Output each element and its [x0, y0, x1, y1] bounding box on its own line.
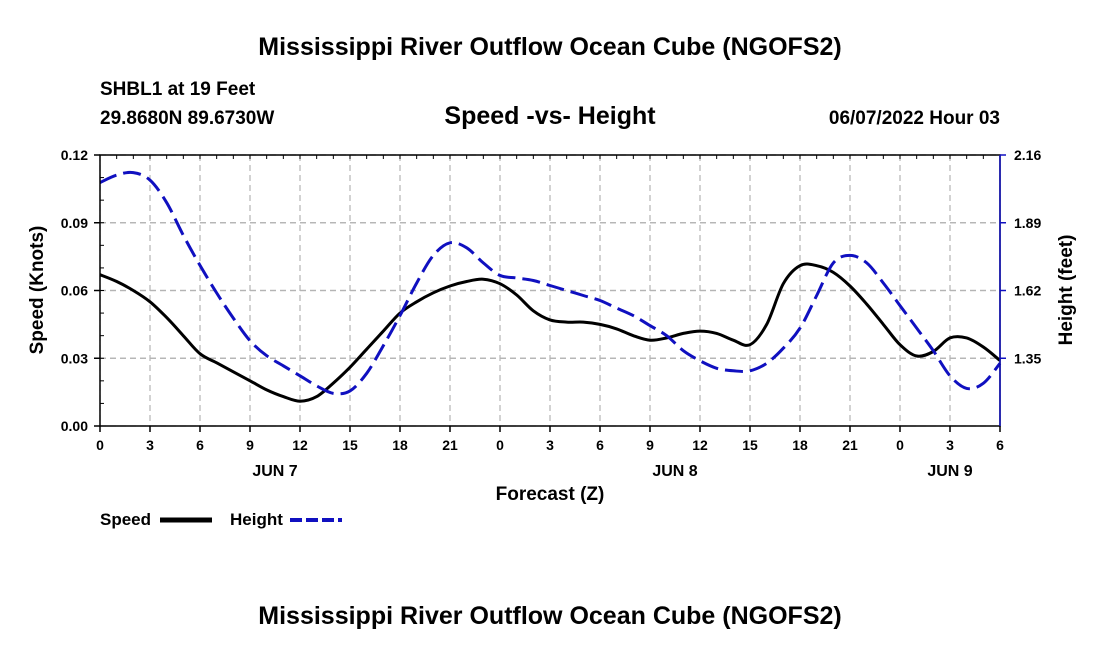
right-tick-label: 2.16 [1014, 147, 1041, 163]
left-tick-label: 0.00 [61, 418, 88, 434]
x-tick-label: 3 [546, 437, 554, 453]
right-axis: 1.35 1.62 1.89 2.16 [999, 147, 1041, 426]
x-tick-label: 21 [442, 437, 458, 453]
x-axis-label: Forecast (Z) [496, 484, 605, 505]
grid [99, 154, 1001, 427]
day-label: JUN 7 [252, 463, 297, 480]
series-height-line [99, 170, 1002, 396]
location-label: 29.8680N 89.6730W [100, 108, 274, 129]
right-tick-label: 1.89 [1014, 215, 1041, 231]
left-axis: 0.00 0.03 0.06 0.09 0.12 [61, 147, 100, 434]
legend-height-label: Height [230, 510, 283, 529]
x-tick-label: 9 [646, 437, 654, 453]
x-tick-label: 6 [196, 437, 204, 453]
y-axis-left-label: Speed (Knots) [27, 226, 48, 355]
x-tick-label: 18 [392, 437, 408, 453]
x-tick-label: 9 [246, 437, 254, 453]
day-label: JUN 9 [927, 463, 972, 480]
x-tick-label: 0 [496, 437, 504, 453]
x-tick-label: 12 [292, 437, 308, 453]
left-tick-label: 0.06 [61, 283, 88, 299]
legend: Speed Height [100, 510, 342, 529]
x-tick-label: 15 [342, 437, 358, 453]
left-tick-label: 0.09 [61, 215, 88, 231]
footer-title: Mississippi River Outflow Ocean Cube (NG… [258, 602, 841, 630]
x-tick-label: 6 [996, 437, 1004, 453]
minor-ticks [99, 154, 1001, 427]
left-tick-label: 0.12 [61, 147, 88, 163]
datetime-label: 06/07/2022 Hour 03 [829, 108, 1000, 129]
x-tick-label: 6 [596, 437, 604, 453]
x-axis: 0 3 6 9 12 15 18 21 0 3 6 9 12 15 18 21 0 3 6 [96, 426, 1004, 453]
day-label: JUN 8 [652, 463, 697, 480]
legend-speed-label: Speed [100, 510, 151, 529]
x-tick-label: 18 [792, 437, 808, 453]
x-tick-label: 0 [96, 437, 104, 453]
series-speed-line [99, 262, 1001, 403]
x-tick-label: 15 [742, 437, 758, 453]
right-tick-label: 1.62 [1014, 283, 1041, 299]
x-tick-label: 3 [146, 437, 154, 453]
chart-title: Mississippi River Outflow Ocean Cube (NG… [258, 33, 841, 61]
y-axis-right-label: Height (feet) [1056, 235, 1077, 346]
x-tick-label: 12 [692, 437, 708, 453]
chart-subtitle: Speed -vs- Height [444, 102, 656, 130]
x-tick-label: 21 [842, 437, 858, 453]
right-tick-label: 1.35 [1014, 350, 1041, 366]
series-layer [99, 170, 1002, 403]
day-labels: JUN 7 JUN 8 JUN 9 [252, 463, 972, 480]
station-label: SHBL1 at 19 Feet [100, 79, 256, 100]
left-tick-label: 0.03 [61, 350, 88, 366]
x-tick-label: 3 [946, 437, 954, 453]
x-tick-label: 0 [896, 437, 904, 453]
